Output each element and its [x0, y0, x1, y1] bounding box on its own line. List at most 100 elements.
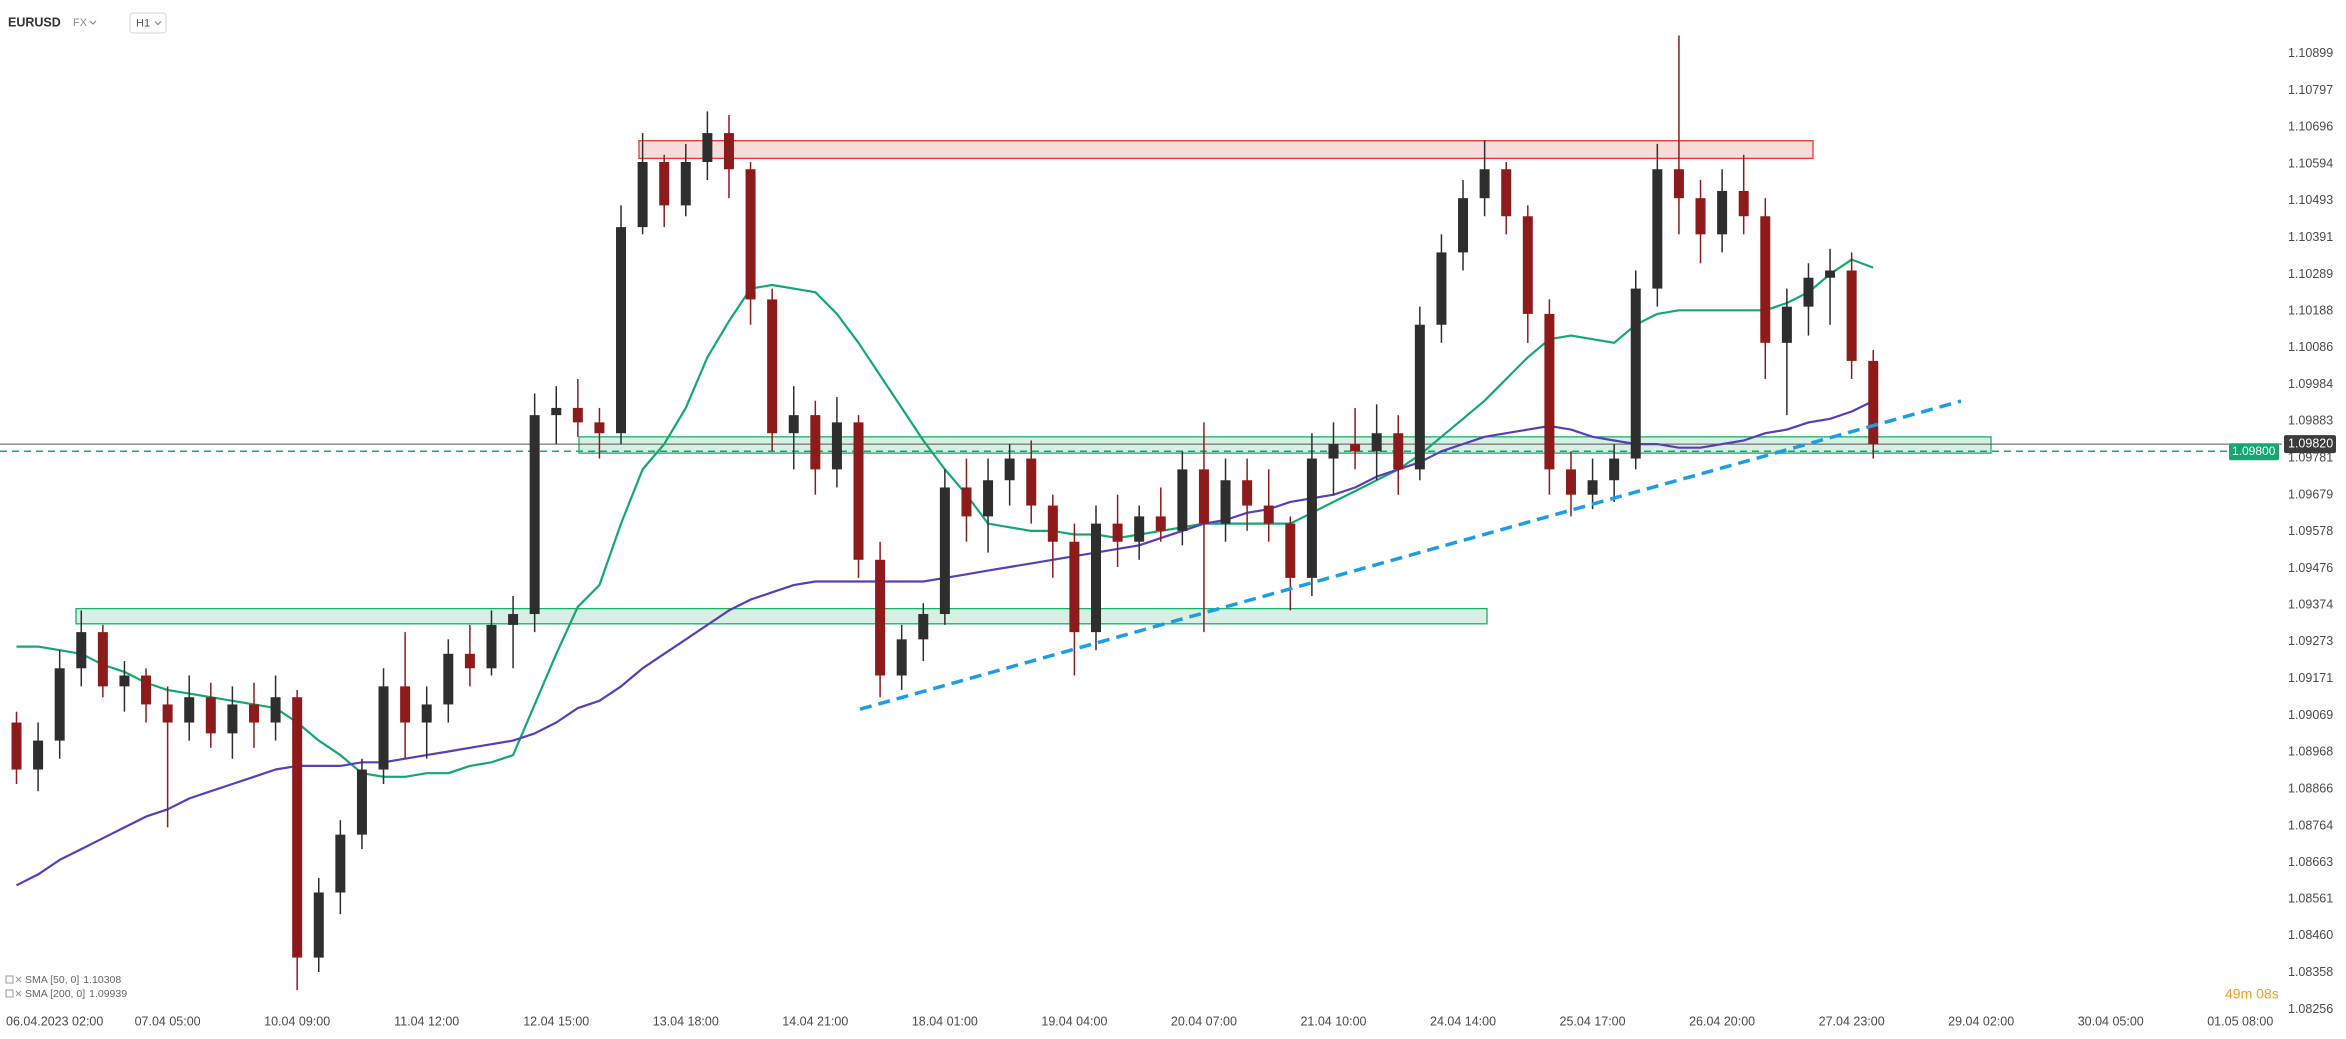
trendline: [859, 399, 1962, 711]
candle-body: [119, 675, 130, 687]
x-tick-label: 01.05 08:00: [2207, 1014, 2273, 1028]
candle-body: [292, 697, 303, 958]
x-tick-label: 07.04 05:00: [135, 1014, 201, 1028]
y-tick-label: 1.10289: [2288, 267, 2333, 281]
candle-body: [680, 162, 691, 206]
market-caret[interactable]: [89, 20, 97, 25]
candle-body: [486, 624, 497, 669]
y-tick-label: 1.10696: [2288, 120, 2333, 134]
y-tick-label: 1.09374: [2288, 598, 2333, 612]
candle-body: [1328, 444, 1339, 459]
candle-body: [1306, 458, 1317, 578]
legend-name: SMA [200, 0]: [25, 988, 85, 1000]
interval[interactable]: H1: [136, 17, 150, 29]
y-tick-label: 1.10391: [2288, 230, 2333, 244]
y-tick-label: 1.10797: [2288, 83, 2333, 97]
candle-body: [572, 407, 583, 423]
y-tick-label: 1.08256: [2288, 1002, 2333, 1016]
legend-value: 1.10308: [83, 974, 121, 986]
candle-body: [1738, 190, 1749, 217]
candle-body: [1436, 252, 1447, 325]
candle-body: [76, 632, 87, 669]
x-tick-label: 14.04 21:00: [782, 1014, 848, 1028]
candle-body: [788, 415, 799, 434]
candle-body: [335, 834, 346, 893]
candle-body: [421, 704, 432, 723]
candle-body: [1069, 541, 1080, 633]
candle-body: [1350, 444, 1361, 452]
candle-body: [616, 227, 627, 434]
candle-body: [1522, 216, 1533, 314]
candle-body: [270, 697, 281, 723]
legend-name: SMA [50, 0]: [25, 974, 79, 986]
candle-body: [464, 653, 475, 669]
candle-body: [141, 675, 152, 705]
candle-body: [983, 480, 994, 517]
y-axis: 1.10899 1.10797 1.10696 1.10594 1.10493 1.103…: [2288, 46, 2333, 1016]
price-lines: 1.09820 1.09800: [0, 435, 2336, 461]
y-tick-label: 1.09781: [2288, 450, 2333, 464]
candle-body: [205, 697, 216, 734]
candle-body: [551, 407, 562, 416]
candle-body: [1414, 324, 1425, 470]
legend-icon: [5, 975, 14, 984]
candle-body: [1026, 458, 1037, 506]
candle-body: [54, 668, 65, 741]
candle-body: [745, 169, 756, 300]
x-tick-label: 26.04 20:00: [1689, 1014, 1755, 1028]
price-label-box: [2229, 443, 2279, 461]
y-tick-label: 1.10188: [2288, 303, 2333, 317]
price-label: 1.09800: [2232, 444, 2276, 458]
y-tick-label: 1.08866: [2288, 781, 2333, 795]
interval-caret[interactable]: [154, 21, 162, 26]
candle-body: [11, 722, 22, 770]
y-tick-label: 1.09171: [2288, 671, 2333, 685]
y-tick-label: 1.09069: [2288, 708, 2333, 722]
candle-body: [313, 892, 324, 958]
candle-body: [637, 162, 648, 228]
market[interactable]: FX: [73, 17, 88, 29]
candle-body: [227, 704, 238, 734]
candle-body: [1868, 360, 1879, 445]
y-tick-label: 1.08764: [2288, 818, 2333, 832]
candle-body: [1134, 516, 1145, 542]
x-tick-label: 30.04 05:00: [2078, 1014, 2144, 1028]
candle-body: [659, 162, 670, 206]
candle-body: [1458, 198, 1469, 253]
y-tick-label: 1.09984: [2288, 377, 2333, 391]
y-tick-label: 1.08460: [2288, 928, 2333, 942]
x-tick-label: 21.04 10:00: [1300, 1014, 1366, 1028]
price-label: 1.09820: [2288, 436, 2333, 450]
candle-body: [594, 422, 605, 434]
candle-body: [1846, 270, 1857, 361]
candle-body: [1609, 458, 1620, 481]
legend-value: 1.09939: [89, 988, 127, 1000]
candle-body: [810, 415, 821, 470]
legend-icon: [15, 990, 22, 997]
candle-body: [1760, 216, 1771, 343]
candle-body: [1177, 469, 1188, 531]
y-tick-label: 1.08663: [2288, 855, 2333, 869]
candle-body: [1544, 313, 1555, 470]
candle-body: [767, 299, 778, 434]
legend-entry: SMA [200, 0] 1.09939: [25, 988, 127, 1000]
price-label-box: [2284, 435, 2336, 454]
candle-body: [400, 686, 411, 723]
candle-body: [1285, 523, 1296, 578]
y-tick-label: 1.10086: [2288, 340, 2333, 354]
x-tick-label: 12.04 15:00: [523, 1014, 589, 1028]
interval-box[interactable]: [129, 12, 167, 34]
x-tick-label: 18.04 01:00: [912, 1014, 978, 1028]
zone: [75, 607, 1488, 625]
x-tick-label: 29.04 02:00: [1948, 1014, 2014, 1028]
y-tick-label: 1.08358: [2288, 965, 2333, 979]
x-tick-label: 25.04 17:00: [1560, 1014, 1626, 1028]
candle-body: [939, 487, 950, 615]
candle-countdown: 49m 08s: [2225, 986, 2279, 1002]
legend: SMA [50, 0] 1.10308 SMA [200, 0] 1.09939: [5, 974, 127, 1000]
candle-body: [443, 653, 454, 705]
candle-body: [1004, 458, 1015, 481]
x-axis: 06.04.2023 02:00 07.04 05:00 10.04 09:00 11…: [6, 1014, 2273, 1028]
